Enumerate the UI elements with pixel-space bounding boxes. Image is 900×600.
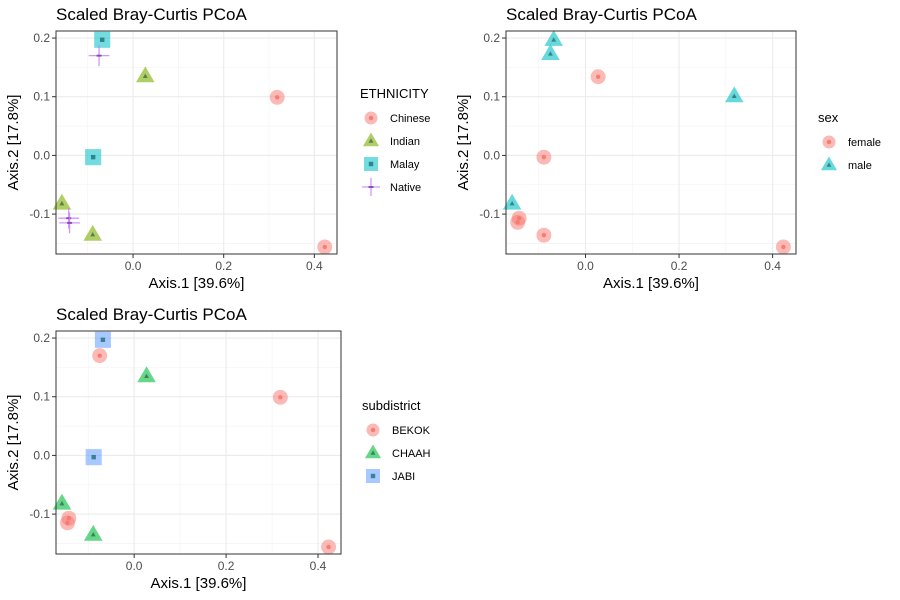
legend-label: CHAAH [392,448,431,460]
legend-label: Malay [390,159,420,171]
axis-ticks: 0.0 0.2 0.4 0.2 0.1 0.0 -0.1 [29,31,323,273]
data-point-male [502,193,522,210]
y-tick-label: 0.1 [33,390,50,404]
data-point-indian [135,66,155,83]
y-tick-label: 0.0 [33,448,50,462]
y-tick-label: 0.1 [483,90,500,104]
data-point-indian [52,193,72,210]
axis-ticks: 0.0 0.2 0.4 0.2 0.1 0.0 -0.1 [29,331,326,573]
legend-symbol-male [820,156,838,171]
y-tick-label: 0.2 [33,331,50,345]
y-tick-label: 0.0 [483,148,500,162]
data-point-jabi [94,331,111,348]
x-tick-label: 0.0 [577,259,594,273]
x-tick-label: 0.2 [671,259,688,273]
legend-symbol-indian [362,132,380,147]
data-points [52,331,337,555]
plot-panel-border [505,30,797,255]
legend-symbol-malay [364,157,378,171]
y-tick-label: 0.0 [33,148,50,162]
data-point-native [59,212,80,234]
legend-label: BEKOK [392,425,431,437]
data-point-male [544,30,563,46]
plot-background [56,31,337,254]
data-point-chinese [269,89,285,105]
data-point-malay [94,31,111,48]
plot-panel-border [55,30,338,255]
legend-symbol-native [362,178,380,196]
y-axis-label: Axis.2 [17.8%] [455,95,472,191]
legend-symbol-chinese [364,111,378,125]
y-tick-label: 0.1 [33,90,50,104]
data-point-female [536,227,552,243]
data-point-chaah [52,493,72,510]
data-point-bekok [60,515,75,531]
legend: sex female male [818,110,881,176]
y-axis-label: Axis.2 [17.8%] [5,95,22,191]
data-point-male [541,44,560,60]
x-tick-label: 0.4 [764,259,781,273]
plot-title: Scaled Bray-Curtis PCoA [56,305,248,324]
data-point-chinese [317,239,333,255]
x-axis-label: Axis.1 [39.6%] [603,275,699,292]
legend-label: Native [390,182,421,194]
data-point-chaah [137,366,156,383]
grid-lines [506,31,796,254]
x-axis-label: Axis.1 [39.6%] [151,575,247,592]
y-tick-label: -0.1 [29,207,50,221]
legend-symbol-chaah [364,444,382,459]
data-point-bekok [321,539,337,555]
y-tick-label: -0.1 [479,207,500,221]
x-tick-label: 0.2 [215,259,232,273]
legend-label: female [848,137,881,149]
x-tick-label: 0.0 [126,559,143,573]
legend-symbol-jabi [366,469,380,483]
legend-label: Indian [390,136,420,148]
data-point-jabi [85,449,102,466]
pcoa-panel-sex: Scaled Bray-Curtis PCoA 0.0 0.2 0.40.20.10… [455,5,881,292]
y-axis-label: Axis.2 [17.8%] [5,395,22,491]
x-tick-label: 0.2 [218,559,235,573]
plot-panel-border [55,330,342,555]
data-point-female [510,214,526,230]
pcoa-panel-ethnicity: Scaled Bray-Curtis PCoA 0.0 0.2 0.40.20.10… [5,5,430,292]
data-points [502,30,791,255]
x-tick-label: 0.4 [310,559,327,573]
legend: subdistrict BEKOK CHAAH JABI [362,398,431,487]
data-point-bekok [272,389,288,405]
legend-label: JABI [392,471,415,483]
data-point-bekok [92,348,108,364]
data-points [52,31,333,255]
axis-ticks: 0.0 0.2 0.4 0.2 0.1 0.0 -0.1 [479,31,781,273]
y-tick-label: 0.2 [33,31,50,45]
data-point-native [88,45,110,66]
y-tick-label: -0.1 [29,507,50,521]
y-tick-label: 0.2 [483,31,500,45]
legend-title: subdistrict [362,398,421,413]
legend-title: sex [818,110,839,125]
data-point-female [590,69,606,85]
legend-label: Chinese [390,113,430,125]
data-point-chaah [83,524,103,541]
x-tick-label: 0.4 [306,259,323,273]
legend-symbol-female [822,135,836,149]
plot-title: Scaled Bray-Curtis PCoA [506,5,698,24]
x-axis-label: Axis.1 [39.6%] [149,275,245,292]
legend-title: ETHNICITY [360,86,429,101]
plot-background [506,31,796,254]
x-tick-label: 0.0 [125,259,142,273]
legend-symbol-bekok [366,423,380,437]
data-point-malay [85,149,102,166]
legend: ETHNICITY Chinese Indian Malay Native [360,86,430,198]
data-point-male [724,86,744,103]
pcoa-panel-subdistrict: Scaled Bray-Curtis PCoA 0.0 0.2 0.40.20.10… [5,305,431,592]
plot-title: Scaled Bray-Curtis PCoA [56,5,248,24]
data-point-female [536,149,552,165]
data-point-indian [83,224,102,241]
plot-background [56,331,341,554]
legend-label: male [848,160,872,172]
data-point-native [58,207,80,229]
data-point-female [775,239,791,255]
